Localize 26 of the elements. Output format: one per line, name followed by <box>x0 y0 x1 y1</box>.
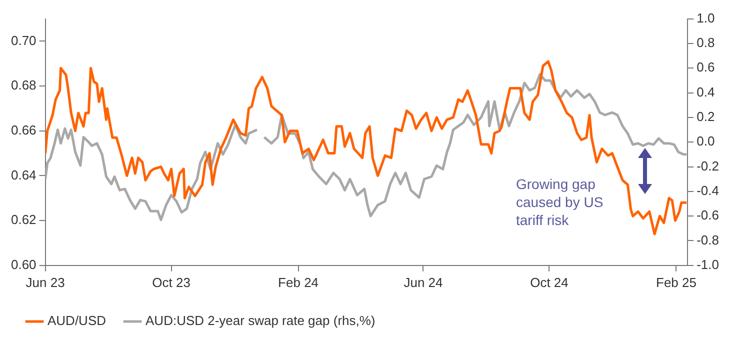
y-tick-label: 0.68 <box>10 78 36 93</box>
y2-tick-label: 0.8 <box>696 35 715 50</box>
annotation: Growing gap caused by US tariff risk <box>516 175 604 229</box>
y2-tick-label: 0.0 <box>696 134 715 149</box>
y-tick-label: 0.64 <box>10 167 36 182</box>
y2-tick-label: 0.2 <box>696 109 715 124</box>
y2-tick-label: -0.2 <box>696 158 720 174</box>
x-tick-label: Oct 23 <box>152 274 190 290</box>
y-tick-label: 0.62 <box>10 212 36 228</box>
y-tick-label: 0.66 <box>10 122 36 138</box>
legend-label: AUD:USD 2-year swap rate gap (rhs,%) <box>146 313 376 328</box>
y2-tick-label: -0.8 <box>696 232 720 248</box>
y2-tick-label: 0.6 <box>696 60 715 75</box>
x-tick-label: Jun 24 <box>404 274 443 290</box>
x-tick-label: Feb 25 <box>656 274 696 290</box>
x-tick-label: Jun 23 <box>26 274 65 290</box>
y2-tick-label: -0.6 <box>696 208 720 223</box>
y2-tick-label: 0.4 <box>696 84 715 100</box>
legend-label: AUD/USD <box>48 313 106 328</box>
y-tick-label: 0.60 <box>10 256 36 272</box>
y2-tick-label: -1.0 <box>696 256 720 272</box>
y-tick-label: 0.70 <box>10 32 36 48</box>
x-tick-label: Oct 24 <box>530 274 568 290</box>
x-tick-label: Feb 24 <box>278 274 319 290</box>
y2-tick-label: 1.0 <box>696 10 715 26</box>
y2-tick-label: -0.4 <box>696 183 720 198</box>
